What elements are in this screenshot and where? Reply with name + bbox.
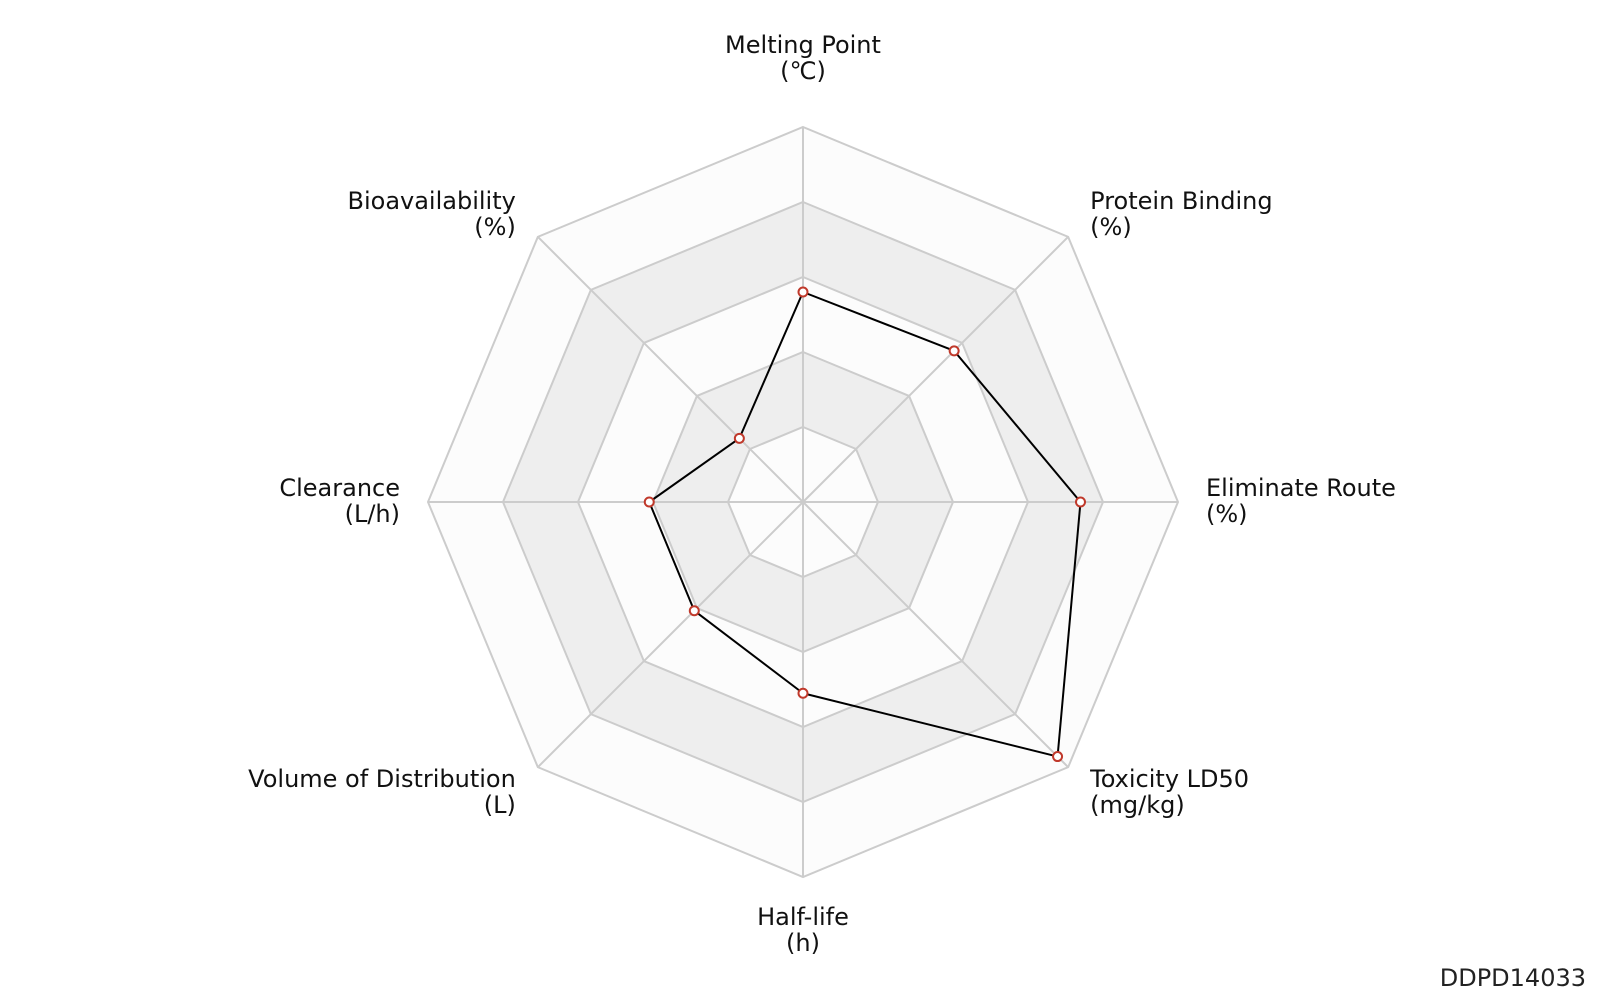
data-point-0 [797,286,809,298]
axis-spoke-1 [802,236,1069,503]
axis-unit-7: (%) [474,213,516,241]
axis-label-2: Eliminate Route [1206,474,1396,502]
axis-label-1: Protein Binding [1090,187,1272,215]
axis-spokes [428,127,1178,877]
axis-unit-0: (℃) [780,57,826,85]
figure-id: DDPD14033 [1439,964,1586,992]
axis-unit-5: (L) [484,791,516,819]
axis-label-0: Melting Point [725,31,881,59]
data-point-4 [797,687,809,699]
axis-unit-2: (%) [1206,500,1248,528]
axis-spoke-5 [537,501,804,768]
data-point-2 [1075,496,1086,508]
data-point-1 [948,345,960,357]
axis-label-5: Volume of Distribution [248,765,516,793]
axis-spoke-7 [537,236,804,503]
data-point-6 [643,496,655,508]
data-series [643,286,1086,763]
axis-label-7: Bioavailability [348,187,516,215]
axis-unit-1: (%) [1090,213,1132,241]
axis-label-6: Clearance [279,474,400,502]
axis-labels: Melting Point(℃)Protein Binding(%)Elimin… [248,31,1396,957]
data-point-5 [688,605,700,617]
data-point-7 [733,432,745,444]
axis-spoke-3 [802,501,1069,768]
data-point-3 [1052,751,1064,763]
axis-label-3: Toxicity LD50 [1089,765,1249,793]
axis-unit-4: (h) [786,929,820,957]
axis-unit-6: (L/h) [345,500,400,528]
axis-label-4: Half-life [757,903,849,931]
axis-unit-3: (mg/kg) [1090,791,1185,819]
